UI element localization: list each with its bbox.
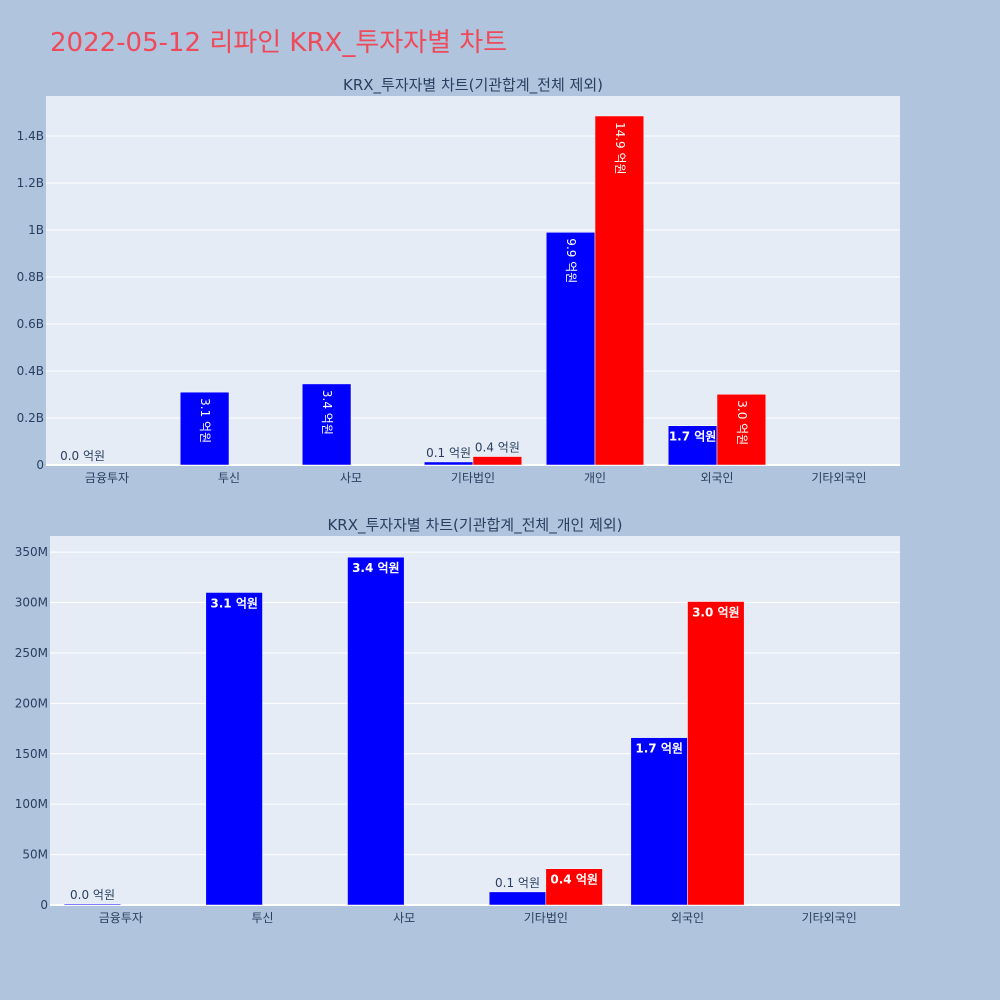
y-tick-label: 0.4B (17, 364, 44, 378)
x-tick-label: 외국인 (700, 471, 733, 485)
data-label: 0.1 억원 (426, 446, 471, 460)
bar (687, 601, 745, 906)
y-tick-label: 0.2B (17, 411, 44, 425)
y-tick-label: 0.6B (17, 317, 44, 331)
data-label: 0.4 억원 (550, 873, 598, 887)
x-tick-label: 사모 (393, 911, 415, 925)
y-tick-label: 50M (22, 848, 48, 862)
bar (545, 232, 596, 466)
y-tick-label: 0.8B (17, 270, 44, 284)
data-label: 0.4 억원 (475, 441, 520, 455)
bar (545, 868, 603, 906)
data-label: 3.0 억원 (735, 400, 749, 445)
y-tick-label: 300M (15, 596, 48, 610)
page-title: 2022-05-12 리파인 KRX_투자자별 차트 (50, 28, 508, 58)
bar (63, 903, 122, 906)
x-tick-label: 외국인 (671, 911, 704, 925)
data-label: 0.0 억원 (60, 449, 105, 463)
data-label: 3.1 억원 (210, 596, 258, 610)
x-tick-label: 기타법인 (524, 911, 568, 925)
data-label: 1.7 억원 (635, 742, 683, 756)
bar (301, 383, 352, 466)
bar (716, 394, 767, 466)
bar (179, 391, 230, 466)
data-label: 3.4 억원 (320, 390, 334, 435)
bar (488, 891, 547, 906)
chart-title: KRX_투자자별 차트(기관합계_전체_개인 제외) (327, 516, 622, 535)
y-tick-label: 1B (28, 223, 44, 237)
data-label: 3.1 억원 (198, 398, 212, 443)
y-tick-label: 350M (15, 545, 48, 559)
bar (423, 461, 474, 466)
plot-area (50, 536, 900, 905)
data-label: 9.9 억원 (564, 238, 578, 283)
bar (630, 737, 688, 906)
y-tick-label: 250M (15, 646, 48, 660)
x-tick-label: 사모 (340, 471, 362, 485)
plot-area (46, 96, 900, 465)
chart-investor-all: KRX_투자자별 차트(기관합계_전체 제외) 0 0.2B 0.4B 0.6B 0.8B… (17, 76, 900, 485)
bar (472, 456, 523, 466)
y-tick-label: 1.2B (17, 176, 44, 190)
x-tick-label: 기타법인 (451, 471, 495, 485)
chart-investor-excl-individual: KRX_투자자별 차트(기관합계_전체_개인 제외) 0 50M 100M 150M 20… (15, 516, 900, 925)
data-label: 1.7 억원 (669, 430, 717, 444)
x-tick-label: 기타외국인 (802, 911, 857, 925)
x-tick-label: 금융투자 (99, 911, 143, 925)
data-label: 3.4 억원 (352, 561, 400, 575)
x-tick-label: 투신 (251, 911, 273, 925)
data-label: 3.0 억원 (692, 606, 740, 620)
y-tick-label: 150M (15, 747, 48, 761)
y-tick-label: 100M (15, 797, 48, 811)
y-tick-label: 200M (15, 696, 48, 710)
bar (347, 556, 405, 906)
y-tick-label: 0 (40, 898, 48, 912)
x-tick-label: 기타외국인 (811, 471, 866, 485)
data-label: 14.9 억원 (613, 122, 627, 175)
x-tick-label: 금융투자 (85, 471, 129, 485)
y-tick-label: 0 (36, 458, 44, 472)
chart-title: KRX_투자자별 차트(기관합계_전체 제외) (343, 76, 603, 95)
y-tick-label: 1.4B (17, 129, 44, 143)
bar (594, 115, 645, 466)
bar (205, 592, 263, 906)
data-label: 0.1 억원 (495, 876, 540, 890)
x-tick-label: 개인 (584, 471, 606, 485)
data-label: 0.0 억원 (70, 888, 115, 902)
x-tick-label: 투신 (218, 471, 240, 485)
